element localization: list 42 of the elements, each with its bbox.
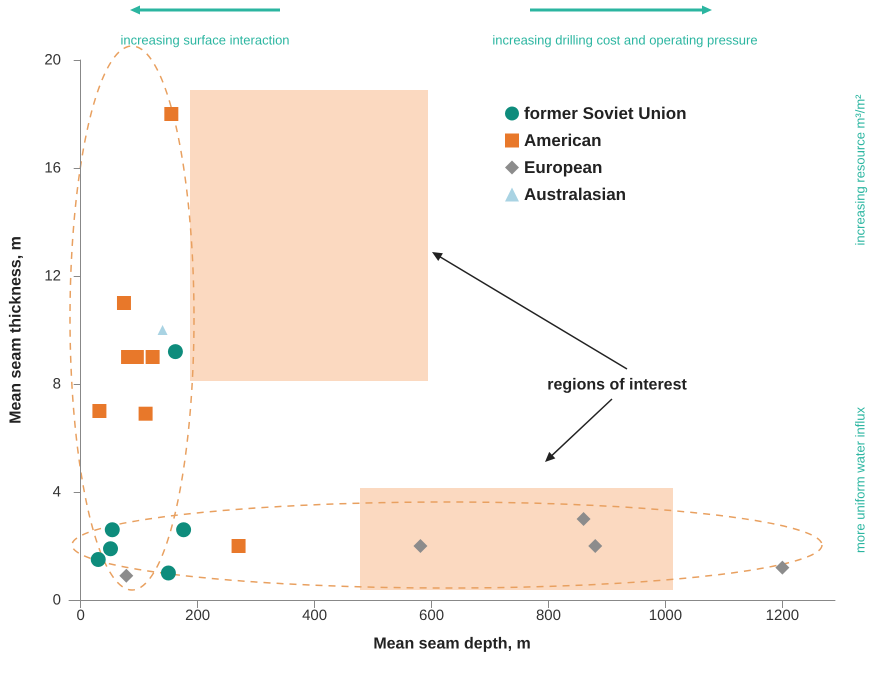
- annotation: regions of interest: [547, 376, 688, 394]
- legend-label: European: [524, 158, 602, 177]
- x-tick-label: 1200: [766, 607, 800, 624]
- point: [176, 522, 192, 538]
- point: [104, 522, 120, 538]
- point: [413, 539, 428, 553]
- point: [103, 541, 118, 556]
- x-tick-label: 800: [536, 607, 561, 624]
- y-axis-title: Mean seam thickness, m: [8, 236, 24, 424]
- y-tick-label: 4: [52, 484, 61, 500]
- text: increasing resource m³/m²: [852, 94, 868, 246]
- point: [576, 512, 591, 526]
- point: [116, 296, 131, 310]
- point: [92, 404, 106, 418]
- point: [232, 539, 246, 553]
- legend-label: Australasian: [524, 185, 626, 204]
- legend-label: American: [524, 131, 602, 150]
- point: [164, 107, 178, 121]
- y-tick-label: 20: [44, 52, 61, 68]
- point: [119, 568, 134, 583]
- text: more uniform water influx: [852, 406, 868, 553]
- point: [775, 560, 790, 575]
- point: [160, 566, 176, 580]
- x-tick-label: 0: [76, 607, 85, 624]
- x-tick-label: 600: [419, 607, 444, 624]
- x-tick-label: 1000: [648, 607, 682, 624]
- x-tick-label: 400: [302, 607, 328, 624]
- x-tick-label: 200: [185, 607, 210, 624]
- y-tick-label: 12: [44, 268, 61, 284]
- text: increasing surface interaction: [120, 32, 290, 48]
- point: [90, 552, 106, 567]
- text: increasing drilling cost and operating pressure: [492, 32, 758, 48]
- point: [146, 350, 160, 364]
- y-tick-label: 16: [44, 160, 61, 176]
- legend-label: former Soviet Union: [524, 104, 686, 123]
- point: [588, 539, 602, 553]
- point: [168, 344, 183, 360]
- point: [138, 406, 153, 421]
- x-axis-title: Mean seam depth, m: [373, 636, 531, 652]
- y-tick-label: 8: [52, 376, 61, 392]
- y-tick-label: 0: [52, 592, 61, 608]
- point: [158, 325, 168, 335]
